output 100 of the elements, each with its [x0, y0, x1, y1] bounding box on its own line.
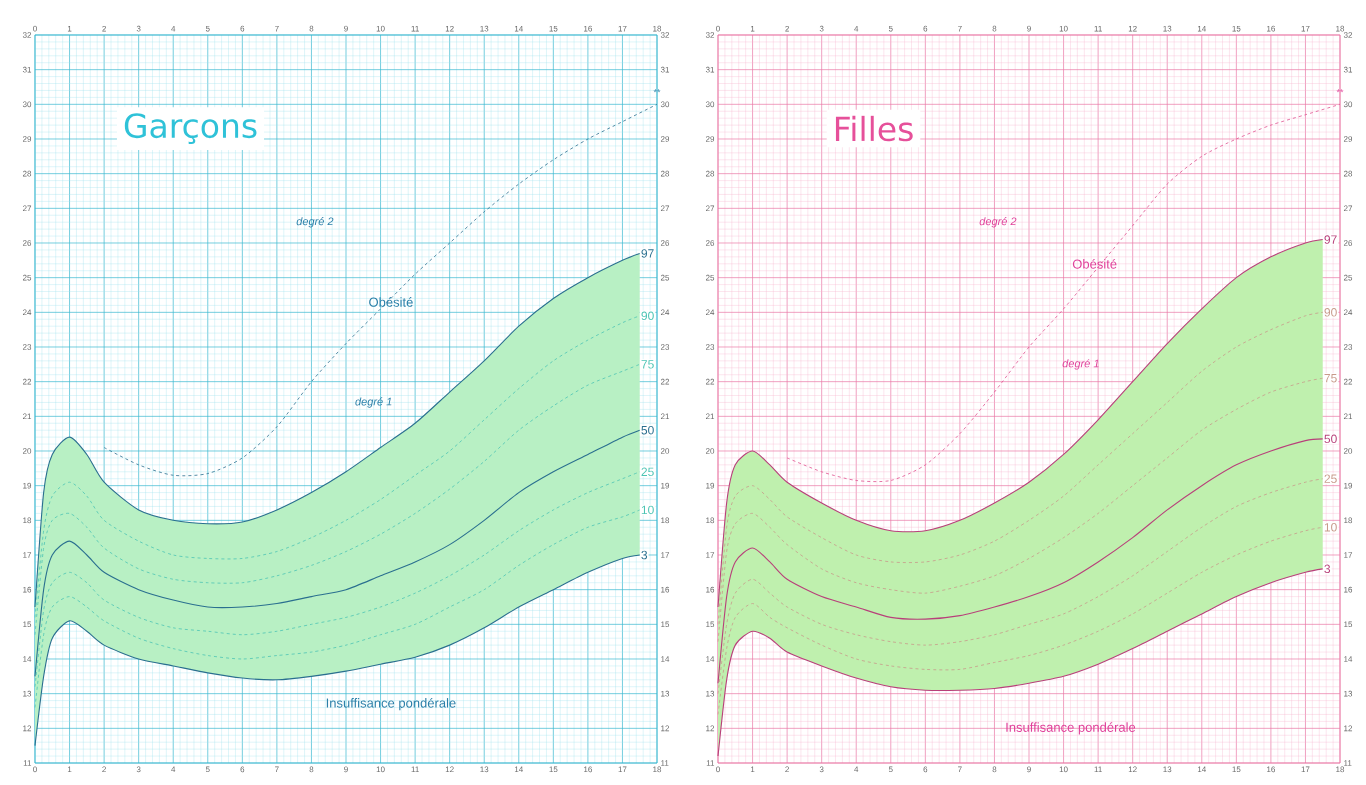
y2-tick-label: 25 [1343, 274, 1353, 281]
y-tick-label: 11 [23, 760, 32, 766]
y2-tick-label: 20 [660, 448, 670, 454]
y-tick-label: 28 [22, 170, 32, 177]
y-tick-label: 27 [22, 205, 32, 212]
y-tick-label: 19 [23, 482, 32, 489]
x-tick-label: 15 [1232, 766, 1241, 773]
x2-tick-label: 7 [958, 25, 962, 32]
x-tick-label: 12 [445, 766, 454, 773]
x-tick-label: 3 [819, 766, 824, 773]
y2-tick-label: 14 [1344, 656, 1353, 662]
y-tick-label: 31 [705, 66, 715, 73]
y-tick-label: 16 [23, 586, 32, 593]
y-tick-label: 20 [705, 448, 715, 454]
y2-tick-label: 31 [660, 66, 670, 73]
y-tick-label: 24 [705, 309, 715, 316]
y2-tick-label: 16 [1344, 586, 1353, 593]
y-tick-label: 22 [705, 378, 715, 385]
y2-tick-label: 28 [1343, 170, 1353, 177]
y2-tick-label: 32 [1343, 32, 1353, 38]
x2-tick-label: 5 [888, 25, 893, 32]
x2-tick-label: 13 [1163, 25, 1172, 32]
x-tick-label: 11 [1094, 766, 1102, 773]
x2-tick-label: 4 [854, 25, 859, 32]
annotation: ** [653, 89, 661, 93]
x-tick-label: 0 [33, 766, 37, 773]
x2-tick-label: 11 [1094, 25, 1102, 32]
y2-tick-label: 13 [1344, 690, 1353, 697]
series-label: 3 [641, 550, 648, 560]
y-tick-label: 29 [705, 136, 715, 142]
x-tick-label: 0 [716, 766, 720, 773]
y-tick-label: 12 [706, 725, 715, 732]
y-tick-label: 23 [22, 344, 32, 350]
y2-tick-label: 24 [1343, 309, 1353, 316]
y-tick-label: 32 [705, 32, 715, 38]
x2-tick-label: 10 [376, 25, 385, 32]
x-tick-label: 15 [549, 766, 558, 773]
annotation: Insuffisance pondérale [1006, 722, 1136, 735]
y-tick-label: 23 [705, 344, 715, 350]
y-tick-label: 22 [22, 378, 32, 385]
x-tick-label: 6 [923, 766, 928, 773]
x2-tick-label: 17 [618, 25, 627, 32]
series-label: 25 [1324, 474, 1337, 483]
y2-tick-label: 13 [661, 690, 670, 697]
y2-tick-label: 18 [661, 517, 670, 524]
y2-tick-label: 15 [661, 621, 670, 628]
y-tick-label: 21 [705, 413, 715, 420]
y-tick-label: 25 [22, 274, 32, 281]
y-tick-label: 31 [22, 66, 32, 73]
y2-tick-label: 31 [1343, 66, 1353, 73]
y2-tick-label: 20 [1343, 448, 1353, 454]
x-tick-label: 1 [750, 766, 755, 773]
y2-tick-label: 14 [661, 656, 670, 662]
text: Garçons [124, 113, 257, 145]
annotation: Obésité [1072, 258, 1117, 269]
y2-tick-label: 23 [660, 344, 670, 350]
x2-tick-label: 3 [819, 25, 824, 32]
y2-tick-label: 19 [1344, 482, 1353, 489]
x2-tick-label: 9 [344, 25, 348, 32]
series-label: 25 [641, 467, 654, 477]
y2-tick-label: 21 [660, 413, 670, 420]
y-tick-label: 21 [22, 413, 32, 420]
series-label: 10 [1324, 523, 1337, 532]
y2-tick-label: 17 [661, 552, 670, 558]
x-tick-label: 3 [136, 766, 141, 773]
y2-tick-label: 18 [1344, 517, 1353, 524]
x2-tick-label: 0 [33, 25, 37, 32]
y-tick-label: 13 [23, 690, 32, 697]
y2-tick-label: 12 [1344, 725, 1353, 732]
y2-tick-label: 16 [661, 586, 670, 593]
x2-tick-label: 6 [240, 25, 245, 32]
y-tick-label: 27 [705, 205, 715, 212]
y-tick-label: 24 [22, 309, 32, 316]
x2-tick-label: 17 [1301, 25, 1310, 32]
y-tick-label: 14 [23, 656, 32, 662]
x-tick-label: 16 [584, 766, 592, 773]
x-tick-label: 17 [618, 766, 627, 773]
series-label: 50 [641, 425, 654, 435]
y2-tick-label: 26 [660, 240, 670, 246]
x2-tick-label: 3 [136, 25, 141, 32]
y2-tick-label: 27 [1343, 205, 1353, 212]
y2-tick-label: 30 [660, 101, 670, 108]
y2-tick-label: 12 [661, 725, 670, 732]
x2-tick-label: 1 [67, 25, 72, 32]
x2-tick-label: 12 [1128, 25, 1137, 32]
x2-tick-label: 5 [205, 25, 210, 32]
y2-tick-label: 30 [1343, 101, 1353, 108]
y2-tick-label: 29 [1343, 136, 1353, 142]
x-tick-label: 9 [344, 766, 348, 773]
series-label: 90 [1324, 308, 1337, 317]
x2-tick-label: 6 [923, 25, 928, 32]
series-label: 10 [641, 505, 654, 515]
y-tick-label: 14 [706, 656, 715, 662]
y-tick-label: 15 [23, 621, 32, 628]
x-tick-label: 10 [1059, 766, 1068, 773]
x2-tick-label: 7 [275, 25, 279, 32]
x-tick-label: 11 [411, 766, 419, 773]
x2-tick-label: 14 [514, 25, 523, 32]
y-tick-label: 32 [22, 32, 32, 38]
y-tick-label: 25 [705, 274, 715, 281]
